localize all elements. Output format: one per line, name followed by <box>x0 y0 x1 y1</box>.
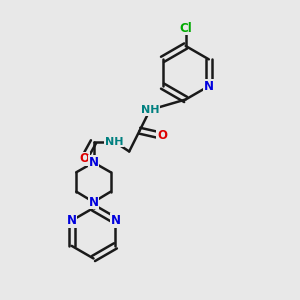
Text: O: O <box>157 129 167 142</box>
Text: Cl: Cl <box>179 22 192 34</box>
Text: NH: NH <box>105 137 124 147</box>
Text: N: N <box>110 214 120 227</box>
Text: N: N <box>88 156 98 169</box>
Text: N: N <box>67 214 76 227</box>
Text: N: N <box>204 80 214 93</box>
Text: N: N <box>88 196 98 208</box>
Text: NH: NH <box>141 105 159 115</box>
Text: O: O <box>79 152 89 165</box>
